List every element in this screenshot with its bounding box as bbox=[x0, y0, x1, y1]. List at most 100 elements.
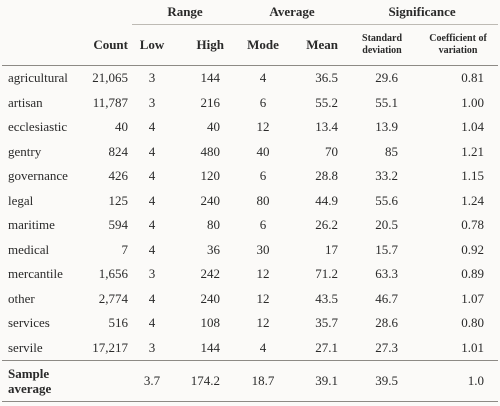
cell: 426 bbox=[108, 168, 129, 184]
row-label: agricultural bbox=[8, 70, 68, 86]
data-row: legal 125 4 240 80 44.9 55.6 1.24 bbox=[2, 189, 498, 214]
column-header: Coefficient of variation bbox=[418, 24, 499, 66]
data-row: services 516 4 108 12 35.7 28.6 0.80 bbox=[2, 311, 498, 336]
cell: 144 bbox=[200, 70, 221, 86]
cell: 4 bbox=[148, 241, 156, 257]
data-row: mercantile 1,656 3 242 12 71.2 63.3 0.89 bbox=[2, 262, 498, 287]
data-row: ecclesiastic 40 4 40 12 13.4 13.9 1.04 bbox=[2, 115, 498, 140]
row-label: artisan bbox=[8, 94, 43, 110]
footer-row: Sample average 3.7 174.2 18.7 39.1 39.5 1.0 bbox=[2, 360, 499, 402]
cell: 12 bbox=[256, 266, 270, 282]
cell: 80 bbox=[207, 217, 221, 233]
cell: 4 bbox=[148, 143, 156, 159]
cell: 12 bbox=[256, 119, 270, 135]
cell: 36 bbox=[207, 241, 221, 257]
cell: 11,787 bbox=[92, 94, 128, 110]
cell: 29.6 bbox=[375, 70, 399, 86]
cell: 216 bbox=[200, 94, 221, 110]
cell: 480 bbox=[200, 143, 221, 159]
cell: 4 bbox=[259, 339, 267, 355]
group-header-row: Range Average Significance bbox=[2, 0, 499, 25]
column-header-row: Count Low High Mode Mean Standard deviation Co… bbox=[2, 24, 499, 66]
cell: 46.7 bbox=[375, 290, 399, 306]
footer-cell: 174.2 bbox=[172, 360, 239, 402]
data-row: medical 7 4 36 30 17 15.7 0.92 bbox=[2, 238, 498, 263]
cell: 36.5 bbox=[315, 70, 339, 86]
cell: 17 bbox=[325, 241, 339, 257]
cell: 7 bbox=[121, 241, 129, 257]
cell: 6 bbox=[259, 94, 267, 110]
column-header: Standard deviation bbox=[346, 24, 419, 66]
cell: 4 bbox=[148, 192, 156, 208]
column-header: Count bbox=[78, 24, 132, 66]
cell: 1,656 bbox=[98, 266, 128, 282]
cell: 516 bbox=[108, 315, 129, 331]
cell: 0.81 bbox=[461, 70, 485, 86]
footer-cell: 1.0 bbox=[418, 360, 499, 402]
cell: 28.6 bbox=[375, 315, 399, 331]
cell: 55.1 bbox=[375, 94, 399, 110]
row-label: maritime bbox=[8, 217, 55, 233]
cell: 108 bbox=[200, 315, 221, 331]
cell: 4 bbox=[148, 290, 156, 306]
row-label: medical bbox=[8, 241, 50, 257]
cell: 1.24 bbox=[461, 192, 485, 208]
cell: 13.4 bbox=[315, 119, 339, 135]
cell: 4 bbox=[148, 315, 156, 331]
cell: 1.01 bbox=[461, 339, 485, 355]
cell: 1.15 bbox=[461, 168, 485, 184]
cell: 30 bbox=[256, 241, 270, 257]
cell: 125 bbox=[108, 192, 129, 208]
row-label: other bbox=[8, 290, 35, 306]
cell: 824 bbox=[108, 143, 129, 159]
column-header: High bbox=[172, 24, 239, 66]
cell: 3 bbox=[148, 339, 156, 355]
cell: 1.07 bbox=[461, 290, 485, 306]
cell: 15.7 bbox=[375, 241, 399, 257]
cell: 85 bbox=[385, 143, 399, 159]
cell: 35.7 bbox=[315, 315, 339, 331]
data-row: servile 17,217 3 144 4 27.1 27.3 1.01 bbox=[2, 336, 498, 361]
cell: 4 bbox=[148, 119, 156, 135]
cell: 240 bbox=[200, 290, 221, 306]
data-row: gentry 824 4 480 40 70 85 1.21 bbox=[2, 140, 498, 165]
column-header: Low bbox=[132, 24, 172, 66]
cell: 80 bbox=[256, 192, 270, 208]
empty-cell bbox=[78, 360, 132, 402]
cell: 2,774 bbox=[98, 290, 128, 306]
cell: 55.6 bbox=[375, 192, 399, 208]
empty-cell bbox=[2, 0, 78, 25]
cell: 27.3 bbox=[375, 339, 399, 355]
cell: 63.3 bbox=[375, 266, 399, 282]
footer-cell: 39.5 bbox=[346, 360, 419, 402]
cell: 40 bbox=[207, 119, 221, 135]
cell: 4 bbox=[148, 168, 156, 184]
cell: 55.2 bbox=[315, 94, 339, 110]
cell: 44.9 bbox=[315, 192, 339, 208]
row-label: mercantile bbox=[8, 266, 63, 282]
row-label: governance bbox=[8, 168, 68, 184]
cell: 1.21 bbox=[461, 143, 485, 159]
column-header: Mode bbox=[238, 24, 289, 66]
group-header: Range bbox=[132, 0, 239, 25]
cell: 20.5 bbox=[375, 217, 399, 233]
cell: 27.1 bbox=[315, 339, 339, 355]
cell: 12 bbox=[256, 315, 270, 331]
cell: 4 bbox=[148, 217, 156, 233]
row-label: services bbox=[8, 315, 50, 331]
group-header: Significance bbox=[346, 0, 499, 25]
row-label: servile bbox=[8, 339, 43, 355]
footer-cell: 3.7 bbox=[132, 360, 172, 402]
row-label: ecclesiastic bbox=[8, 119, 68, 135]
cell: 70 bbox=[325, 143, 339, 159]
cell: 12 bbox=[256, 290, 270, 306]
column-header: Mean bbox=[288, 24, 347, 66]
data-row: maritime 594 4 80 6 26.2 20.5 0.78 bbox=[2, 213, 498, 238]
cell: 242 bbox=[200, 266, 221, 282]
cell: 4 bbox=[259, 70, 267, 86]
cell: 40 bbox=[256, 143, 270, 159]
cell: 33.2 bbox=[375, 168, 399, 184]
data-row: other 2,774 4 240 12 43.5 46.7 1.07 bbox=[2, 287, 498, 312]
